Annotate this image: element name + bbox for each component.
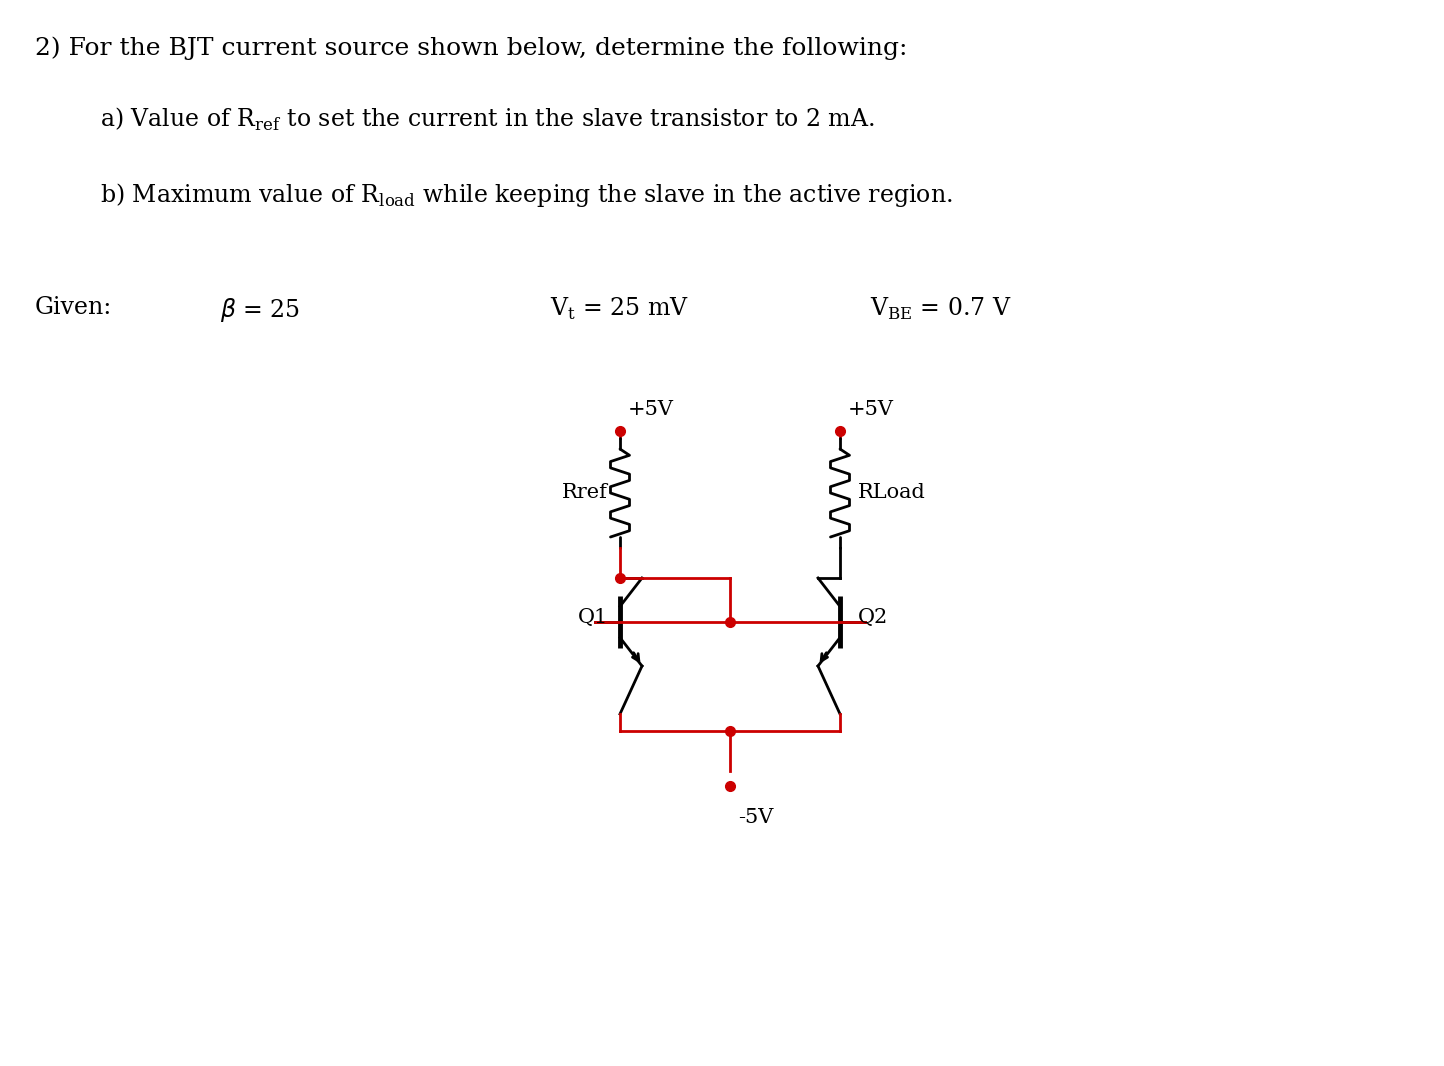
Text: $\beta$ = 25: $\beta$ = 25 [219, 296, 300, 324]
Text: -5V: -5V [738, 808, 774, 827]
Text: Rref: Rref [562, 484, 608, 502]
Text: Given:: Given: [35, 296, 113, 319]
Text: RLoad: RLoad [858, 484, 926, 502]
Text: +5V: +5V [848, 400, 894, 419]
Text: Q1: Q1 [578, 608, 608, 627]
Text: 2) For the BJT current source shown below, determine the following:: 2) For the BJT current source shown belo… [35, 36, 907, 60]
Text: +5V: +5V [628, 400, 674, 419]
Text: Q2: Q2 [858, 608, 888, 627]
Text: V$_{\mathregular{t}}$ = 25 mV: V$_{\mathregular{t}}$ = 25 mV [550, 296, 689, 322]
Text: b) Maximum value of R$_{\mathregular{load}}$ while keeping the slave in the acti: b) Maximum value of R$_{\mathregular{loa… [100, 181, 953, 209]
Text: V$_{\mathregular{BE}}$ = 0.7 V: V$_{\mathregular{BE}}$ = 0.7 V [869, 296, 1012, 322]
Text: a) Value of R$_{\mathregular{ref}}$ to set the current in the slave transistor t: a) Value of R$_{\mathregular{ref}}$ to s… [100, 106, 875, 133]
